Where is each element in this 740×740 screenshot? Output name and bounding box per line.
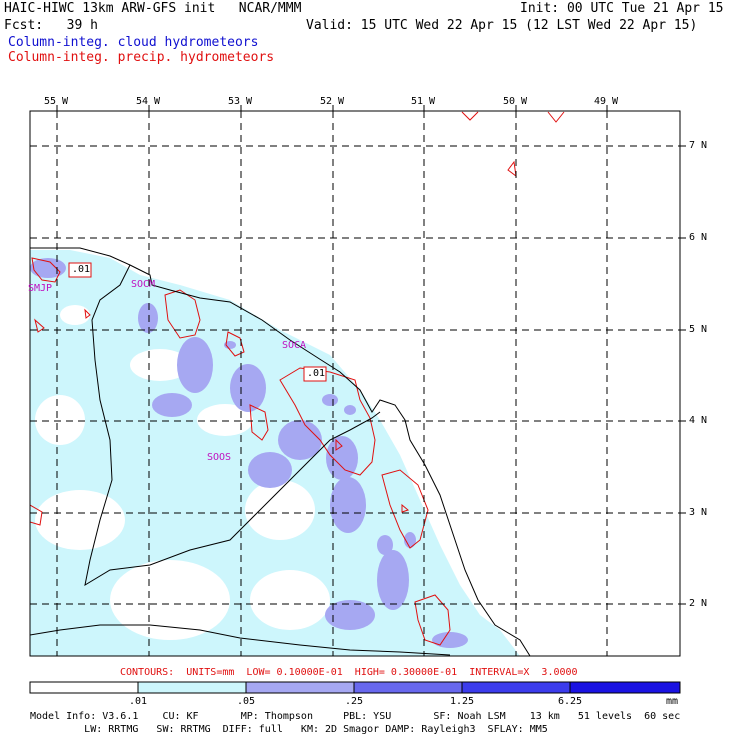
valid-time: Valid: 15 UTC Wed 22 Apr 15 (12 LST Wed … — [306, 18, 698, 33]
lon-label: 52 W — [320, 96, 345, 107]
lat-label: 6 N — [689, 232, 708, 243]
colorbar — [29, 681, 681, 694]
model-info-line2: LW: RRTMG SW: RRTMG DIFF: full KM: 2D Sm… — [30, 724, 548, 735]
forecast-hour: Fcst: 39 h — [4, 18, 98, 33]
contour-label: .01 — [72, 264, 91, 275]
map-field — [30, 111, 565, 656]
legend-cloud-hydrometeors: Column-integ. cloud hydrometeors — [8, 35, 259, 50]
station-label-smjp: SMJP — [28, 283, 53, 294]
station-label-soos: SOOS — [207, 452, 232, 463]
colorbar-tick: .25 — [344, 696, 364, 707]
lat-label: 7 N — [689, 140, 708, 151]
coastlines — [30, 247, 531, 656]
init-time: Init: 00 UTC Tue 21 Apr 15 — [520, 1, 724, 16]
plot-title: HAIC-HIWC 13km ARW-GFS init NCAR/MMM — [4, 1, 302, 16]
station-label-socm: SOCM — [131, 279, 156, 290]
clear-patches — [35, 305, 330, 640]
cloud-field-level2 — [30, 258, 468, 648]
colorbar-tick: 1.25 — [449, 696, 475, 707]
precip-contours — [30, 111, 565, 646]
colorbar-tick: .05 — [236, 696, 256, 707]
lat-label: 3 N — [689, 507, 708, 518]
lon-label: 51 W — [411, 96, 436, 107]
contour-label-box-2 — [303, 366, 327, 382]
model-info-line1: Model Info: V3.6.1 CU: KF MP: Thompson P… — [30, 711, 681, 722]
contour-label-box-1 — [68, 262, 92, 278]
contours-info: CONTOURS: UNITS=mm LOW= 0.10000E-01 HIGH… — [120, 667, 578, 678]
lon-label: 54 W — [136, 96, 161, 107]
lon-label: 49 W — [594, 96, 619, 107]
lon-ticks — [56, 105, 608, 111]
lat-label: 4 N — [689, 415, 708, 426]
lat-label: 5 N — [689, 324, 708, 335]
lat-label: 2 N — [689, 598, 708, 609]
lon-label: 53 W — [228, 96, 253, 107]
lon-label: 50 W — [503, 96, 528, 107]
legend-precip-hydrometeors: Column-integ. precip. hydrometeors — [8, 50, 275, 65]
contour-label: .01 — [307, 368, 326, 379]
colorbar-tick: 6.25 — [557, 696, 583, 707]
lat-ticks — [680, 145, 686, 605]
lon-label: 55 W — [44, 96, 69, 107]
colorbar-unit: mm — [665, 696, 679, 707]
graticule — [30, 111, 680, 656]
station-label-soca: SOCA — [282, 340, 307, 351]
colorbar-tick: .01 — [128, 696, 148, 707]
map-frame — [29, 110, 681, 657]
